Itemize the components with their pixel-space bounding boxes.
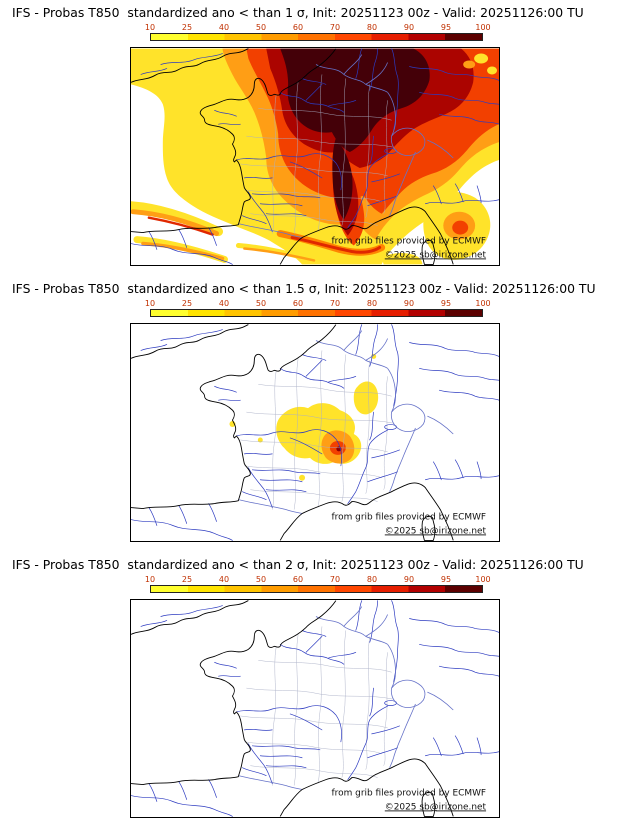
panel-sigma-2: IFS - Probas T850 standardized ano < tha… xyxy=(0,552,630,828)
colorbar: 10 25 40 50 60 70 80 90 95 100 xyxy=(145,575,491,593)
colorbar-tick-label: 60 xyxy=(292,575,304,584)
colorbar-tick-label: 80 xyxy=(366,575,378,584)
colorbar-tick-label: 40 xyxy=(218,575,230,584)
colorbar-tick-label: 100 xyxy=(475,23,491,32)
colorbar-tick-label: 90 xyxy=(403,23,415,32)
colorbar-tick-label: 95 xyxy=(440,23,452,32)
panel-title: IFS - Probas T850 standardized ano < tha… xyxy=(12,5,584,20)
italy-probability-patches xyxy=(381,191,491,265)
colorbar-tick-label: 80 xyxy=(366,23,378,32)
panel-sigma-1: IFS - Probas T850 standardized ano < tha… xyxy=(0,0,630,276)
northeast-corner-patches xyxy=(463,53,498,75)
colorbar-tick-label: 60 xyxy=(292,299,304,308)
colorbar-tick-label: 100 xyxy=(475,299,491,308)
colorbar: 10 25 40 50 60 70 80 90 95 100 xyxy=(145,299,491,317)
colorbar-tick-label: 10 xyxy=(144,23,156,32)
map-svg-sigma-1-5: from grib files provided by ECMWF ©2025 … xyxy=(131,324,499,541)
credit-text: from grib files provided by ECMWF xyxy=(332,237,487,247)
colorbar-tick-label: 70 xyxy=(329,23,341,32)
credit-text: from grib files provided by ECMWF xyxy=(332,513,487,523)
colorbar-gradient xyxy=(150,585,483,593)
colorbar-tick-label: 40 xyxy=(218,23,230,32)
colorbar-tick-label: 10 xyxy=(144,299,156,308)
colorbar-tick-label: 90 xyxy=(403,299,415,308)
colorbar-gradient xyxy=(150,309,483,317)
colorbar-tick-label: 40 xyxy=(218,299,230,308)
credit-text: from grib files provided by ECMWF xyxy=(332,789,487,799)
colorbar-tick-label: 50 xyxy=(255,575,267,584)
colorbar-tick-label: 50 xyxy=(255,23,267,32)
colorbar: 10 25 40 50 60 70 80 90 95 100 xyxy=(145,23,491,41)
colorbar-tick-label: 25 xyxy=(181,575,193,584)
colorbar-tick-label: 80 xyxy=(366,299,378,308)
colorbar-tick-label: 95 xyxy=(440,575,452,584)
panel-title: IFS - Probas T850 standardized ano < tha… xyxy=(12,557,584,572)
colorbar-tick-label: 100 xyxy=(475,575,491,584)
copyright-text: ©2025 sb@irizone.net xyxy=(385,526,487,536)
panel-title: IFS - Probas T850 standardized ano < tha… xyxy=(12,281,596,296)
colorbar-tick-label: 70 xyxy=(329,575,341,584)
map-france-sigma-2: from grib files provided by ECMWF ©2025 … xyxy=(130,599,500,818)
colorbar-tick-label: 25 xyxy=(181,299,193,308)
colorbar-ticks: 10 25 40 50 60 70 80 90 95 100 xyxy=(145,575,491,585)
panel-sigma-1-5: IFS - Probas T850 standardized ano < tha… xyxy=(0,276,630,552)
colorbar-gradient xyxy=(150,33,483,41)
map-france-sigma-1-5: from grib files provided by ECMWF ©2025 … xyxy=(130,323,500,542)
map-svg-sigma-1: from grib files provided by ECMWF ©2025 … xyxy=(131,48,499,265)
colorbar-tick-label: 60 xyxy=(292,23,304,32)
colorbar-tick-label: 90 xyxy=(403,575,415,584)
colorbar-tick-label: 70 xyxy=(329,299,341,308)
colorbar-ticks: 10 25 40 50 60 70 80 90 95 100 xyxy=(145,299,491,309)
map-svg-sigma-2: from grib files provided by ECMWF ©2025 … xyxy=(131,600,499,817)
map-france-sigma-1: from grib files provided by ECMWF ©2025 … xyxy=(130,47,500,266)
copyright-text: ©2025 sb@irizone.net xyxy=(385,250,487,260)
copyright-text: ©2025 sb@irizone.net xyxy=(385,802,487,812)
colorbar-tick-label: 50 xyxy=(255,299,267,308)
southwest-probability-streaks xyxy=(131,201,386,264)
colorbar-tick-label: 25 xyxy=(181,23,193,32)
colorbar-tick-label: 95 xyxy=(440,299,452,308)
colorbar-ticks: 10 25 40 50 60 70 80 90 95 100 xyxy=(145,23,491,33)
colorbar-tick-label: 10 xyxy=(144,575,156,584)
